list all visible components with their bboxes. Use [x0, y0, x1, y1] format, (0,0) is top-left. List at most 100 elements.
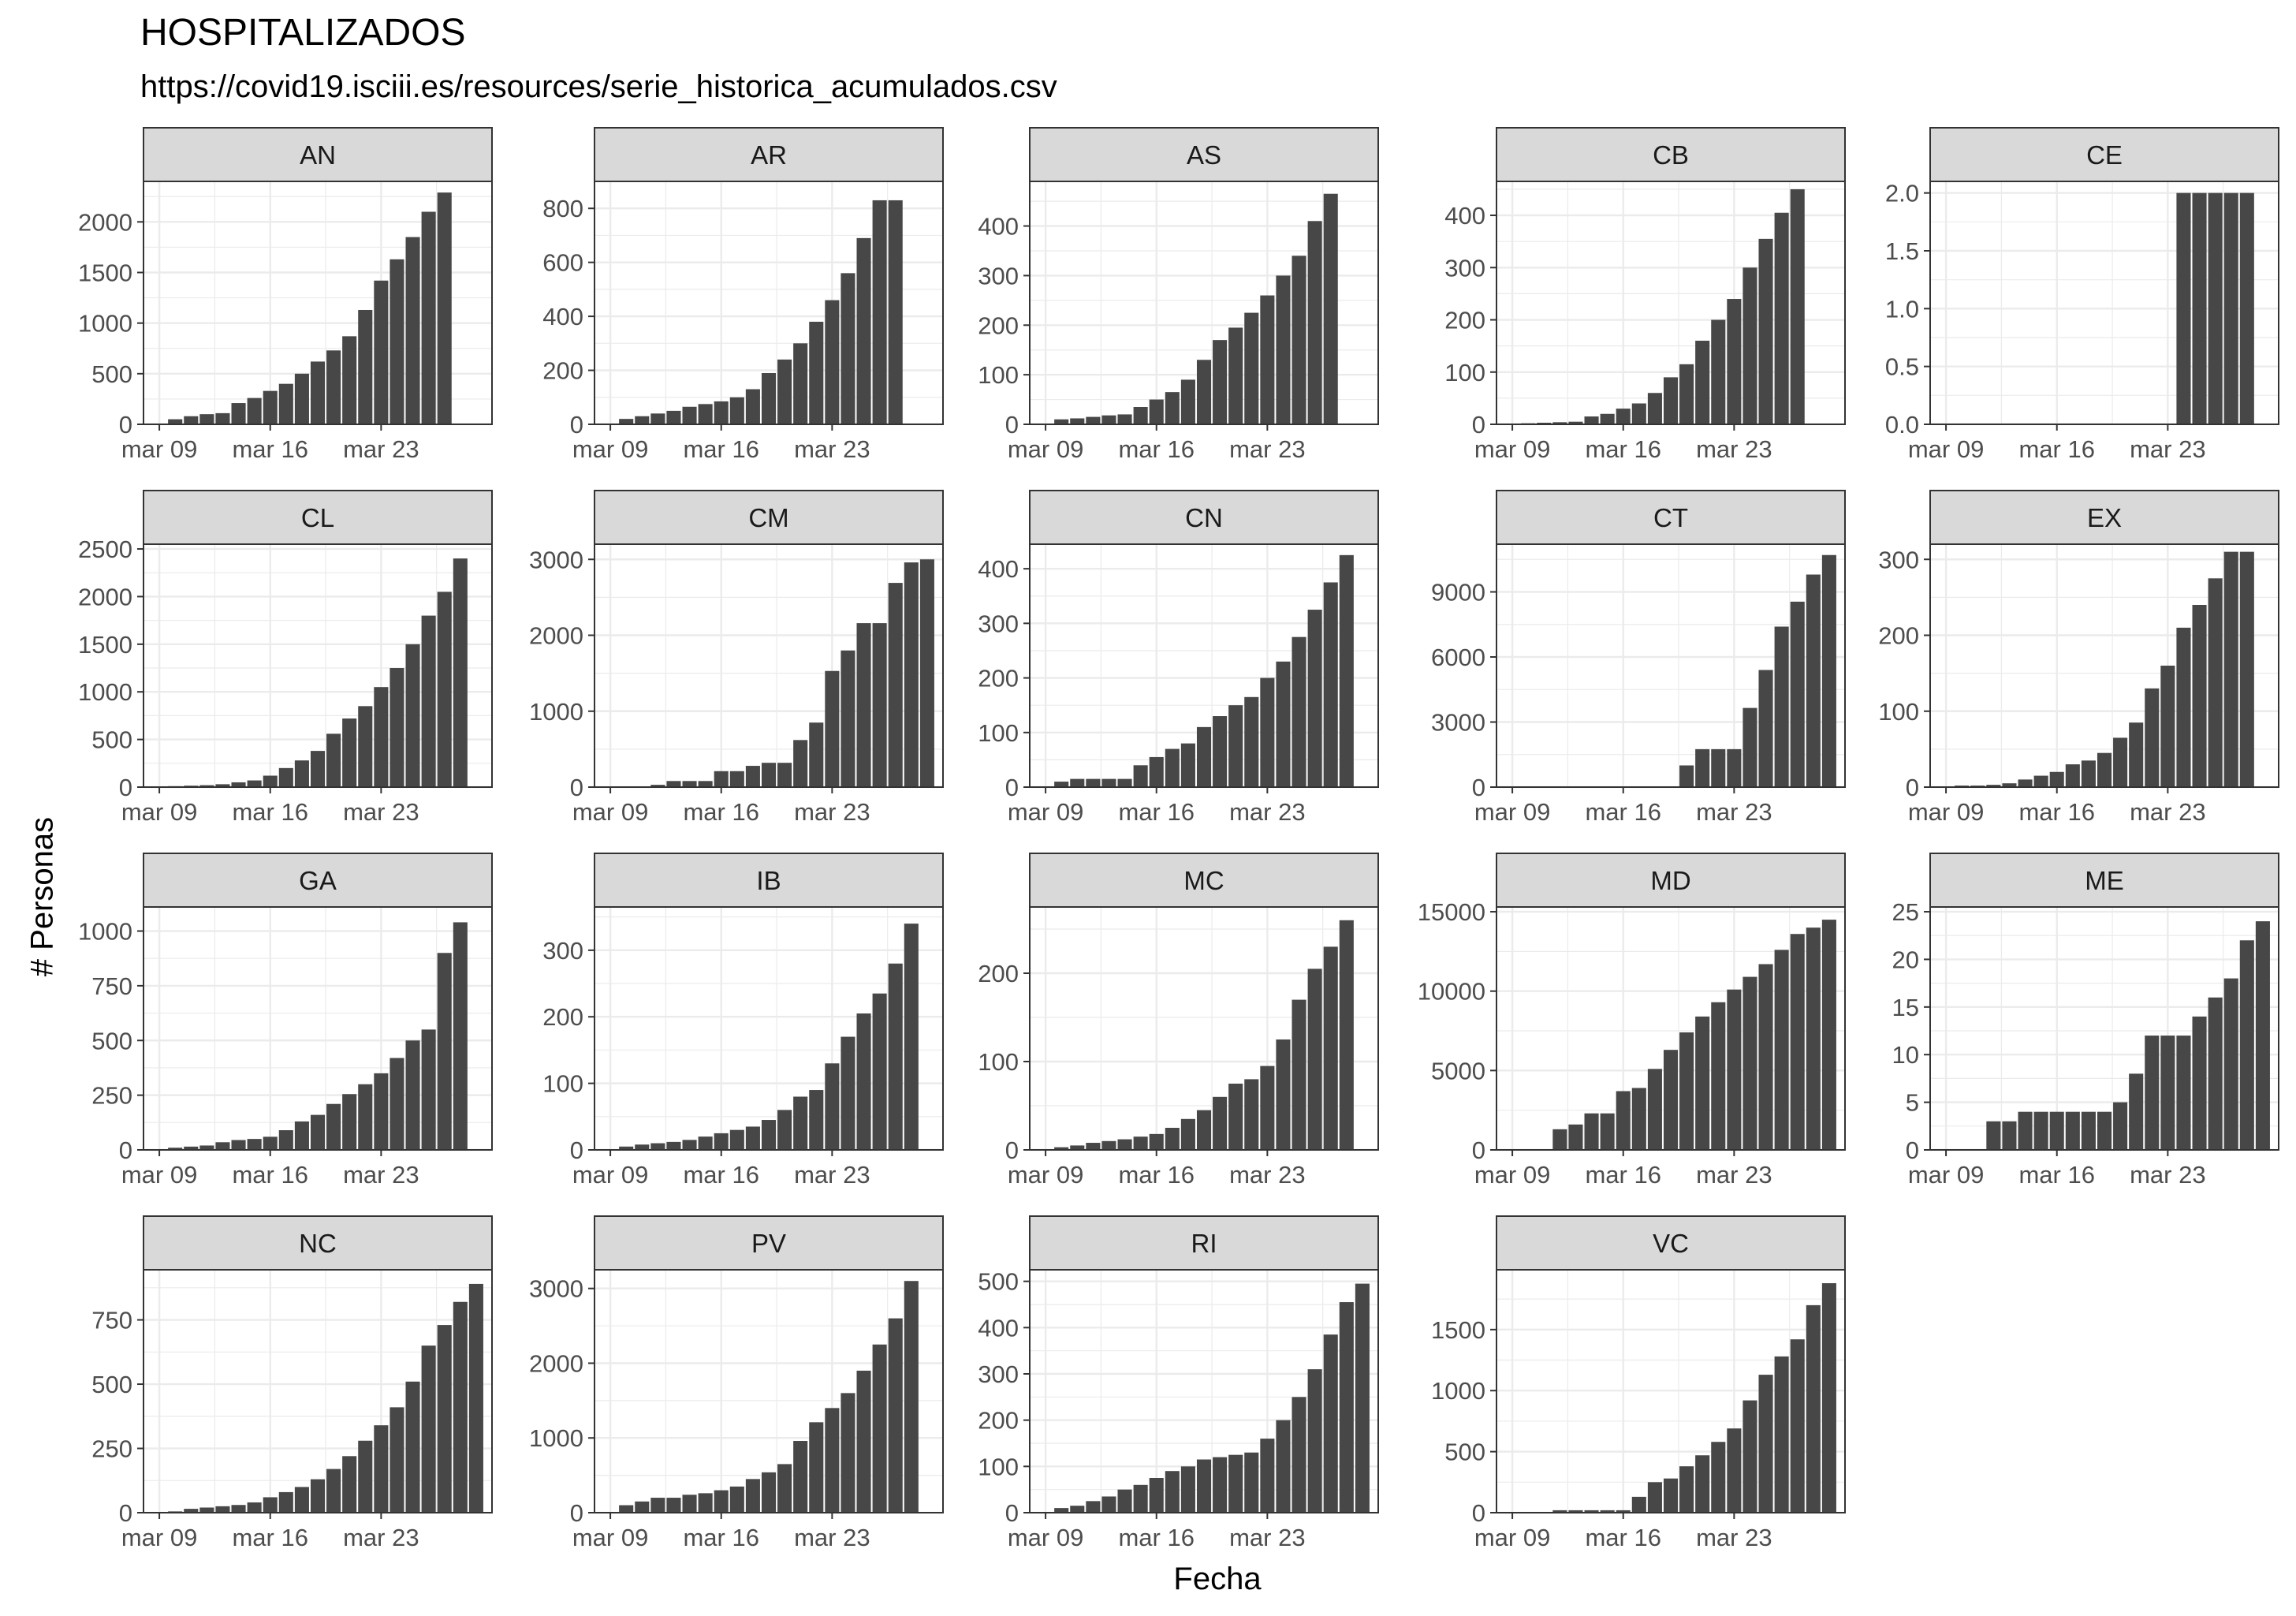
bar [825, 300, 840, 424]
bar [1070, 1506, 1085, 1513]
x-tick-label: mar 23 [1696, 1524, 1772, 1551]
y-tick-label: 0 [1005, 1499, 1019, 1527]
bar [1790, 601, 1805, 787]
y-tick-label: 5000 [1431, 1057, 1485, 1084]
y-tick-label: 100 [1444, 359, 1485, 386]
bar [1133, 765, 1148, 787]
y-tick-label: 750 [91, 1307, 132, 1334]
bar [888, 1318, 903, 1513]
bar [666, 1498, 681, 1513]
bar [1054, 419, 1069, 424]
y-tick-label: 100 [978, 361, 1019, 389]
y-tick-label: 300 [978, 1360, 1019, 1388]
x-tick-label: mar 09 [1008, 435, 1083, 463]
bar [666, 410, 681, 424]
bar [1355, 1283, 1370, 1513]
bar [1568, 421, 1583, 424]
y-tick-label: 0.5 [1885, 353, 1919, 381]
bar [1070, 778, 1085, 787]
x-tick-label: mar 09 [1008, 798, 1083, 826]
bar [2065, 1111, 2080, 1150]
bar [1244, 696, 1259, 787]
bar [1180, 379, 1195, 424]
bar [1133, 1136, 1148, 1150]
bar [247, 780, 262, 787]
bar [2002, 1121, 2017, 1150]
bar [2033, 1111, 2048, 1150]
bar [1260, 295, 1275, 424]
bar [1165, 1128, 1180, 1150]
facet-strip [1029, 490, 1379, 545]
bar [405, 644, 420, 787]
bar [1806, 1304, 1821, 1513]
y-tick-label: 200 [542, 1003, 583, 1031]
bar [840, 1393, 855, 1513]
y-tick-label: 3000 [529, 1275, 583, 1303]
y-tick-label: 1500 [78, 259, 132, 287]
panel-border [143, 906, 493, 1151]
x-tick-label: mar 16 [232, 798, 308, 826]
bar [421, 1345, 436, 1513]
bar [809, 1422, 824, 1513]
bar [1695, 1016, 1710, 1150]
x-tick-label: mar 16 [1585, 1161, 1660, 1189]
facet-strip-label: GA [299, 866, 337, 895]
bar [263, 775, 278, 787]
facet-strip [1929, 853, 2279, 908]
bar [2208, 997, 2223, 1150]
bar [619, 419, 634, 424]
bar [1196, 1110, 1212, 1150]
bar [1196, 726, 1212, 787]
bar [2192, 1016, 2207, 1150]
bar [635, 1144, 650, 1150]
facet-panel-ri: RI 0 100 200 300 400 500 mar 09 mar 16 mar 23 [978, 1215, 1379, 1551]
bar [619, 1146, 634, 1150]
facet-strip-label: RI [1191, 1229, 1217, 1258]
y-tick-label: 400 [978, 1314, 1019, 1342]
bar [2223, 978, 2238, 1150]
bar [1323, 193, 1338, 424]
y-tick-label: 5 [1906, 1089, 1919, 1117]
panel-border [1496, 181, 1846, 425]
bar [761, 1120, 777, 1150]
bar [1616, 409, 1631, 424]
bar [2192, 192, 2207, 424]
panel-border [1496, 543, 1846, 788]
y-tick-label: 200 [978, 1407, 1019, 1435]
facet-panel-me: ME 0 5 10 15 20 25 mar 09 mar 16 mar 23 [1892, 853, 2279, 1189]
bar [2255, 921, 2270, 1150]
bar [714, 401, 729, 424]
facet-strip-label: IB [756, 866, 781, 895]
x-tick-label: mar 23 [343, 798, 419, 826]
y-tick-label: 750 [91, 972, 132, 1000]
bar [390, 259, 404, 424]
y-tick-label: 3000 [1431, 709, 1485, 737]
bar [453, 922, 468, 1150]
bar [1244, 312, 1259, 424]
y-tick-label: 0 [119, 774, 132, 801]
panel-border [594, 543, 944, 788]
facet-strip-label: CB [1653, 140, 1689, 170]
y-tick-label: 0.0 [1885, 411, 1919, 439]
bar [263, 1497, 278, 1513]
bar [1695, 1455, 1710, 1513]
bar [2097, 752, 2112, 787]
bar [1711, 319, 1726, 424]
y-tick-label: 250 [91, 1082, 132, 1110]
y-tick-label: 0 [1005, 1136, 1019, 1164]
x-tick-label: mar 23 [794, 798, 870, 826]
y-tick-label: 0 [119, 1136, 132, 1164]
panel-border [1029, 181, 1379, 425]
bar [1742, 707, 1757, 787]
bar [2113, 1102, 2128, 1150]
chart-subtitle: https://covid19.isciii.es/resources/seri… [140, 69, 1057, 104]
bar [199, 1145, 214, 1150]
bar [1117, 1139, 1132, 1150]
bar [1228, 1454, 1243, 1513]
bar [247, 397, 262, 424]
bar [215, 784, 230, 787]
bar [2208, 578, 2223, 787]
bar [1086, 1143, 1101, 1150]
bar [1806, 574, 1821, 787]
bar [342, 1456, 357, 1513]
